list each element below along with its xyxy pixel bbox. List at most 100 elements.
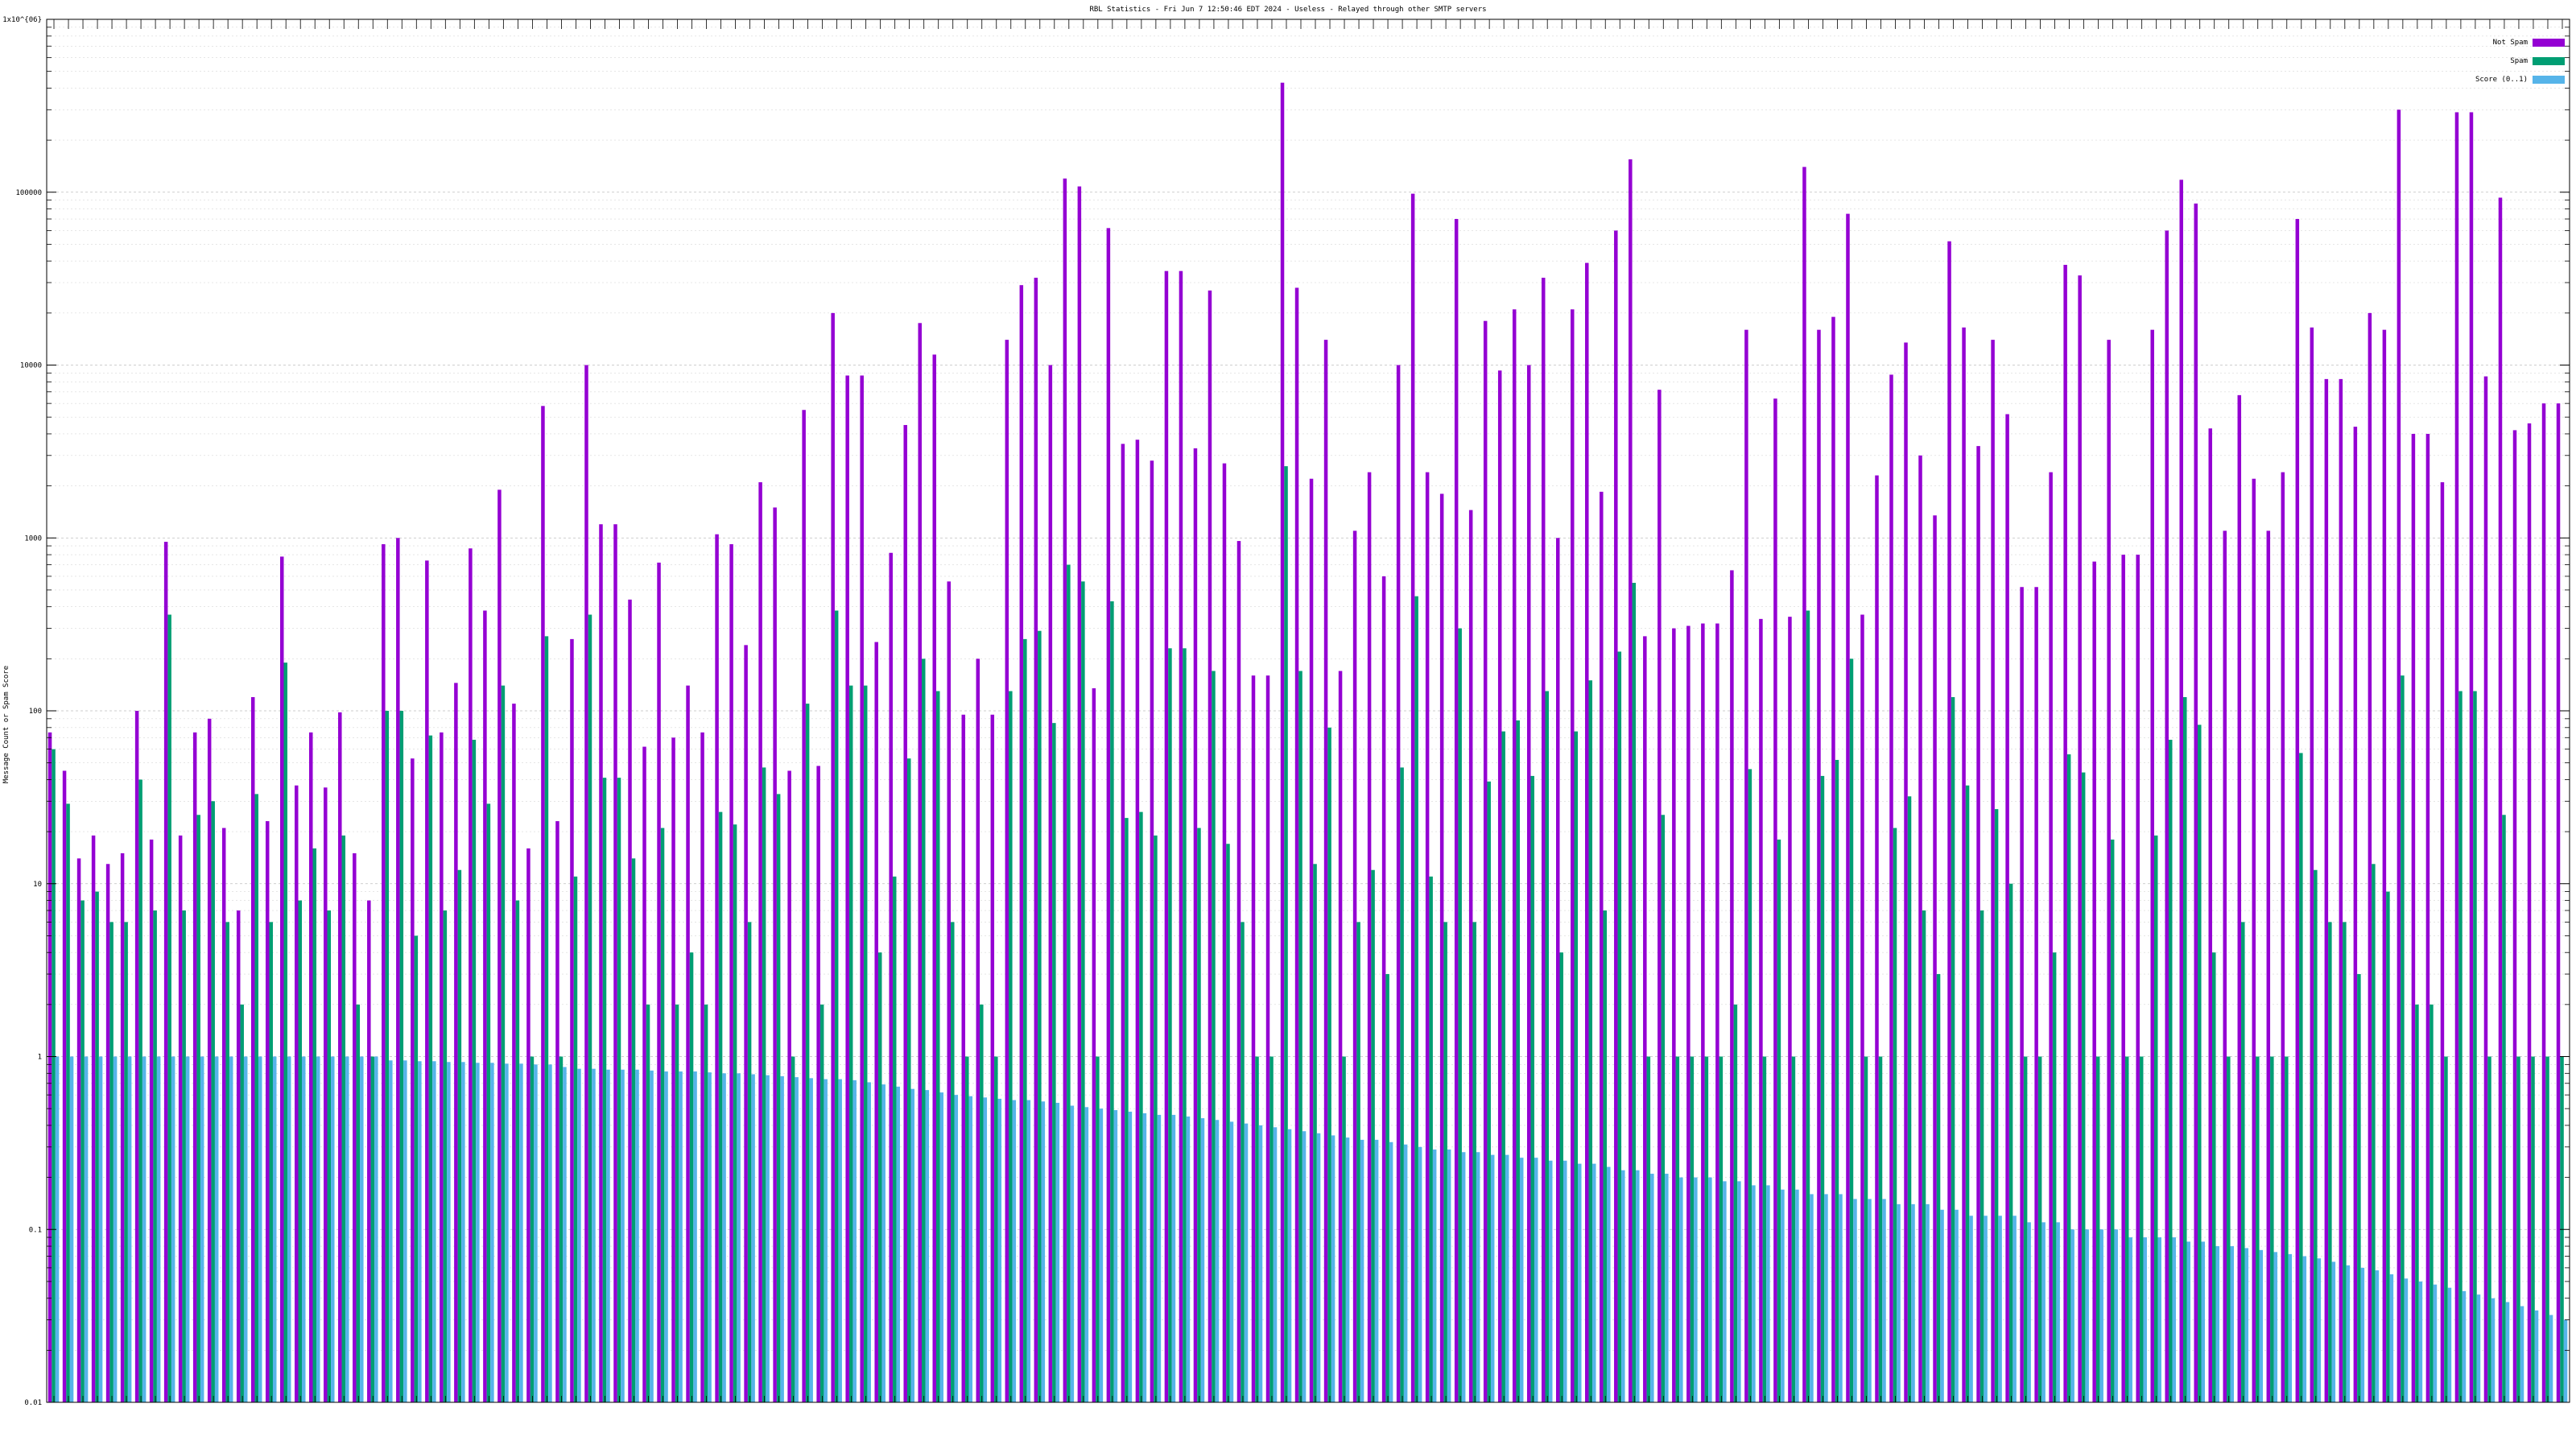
not-spam-bar xyxy=(309,732,313,1402)
not-spam-bar xyxy=(1439,493,1444,1403)
spam-bar xyxy=(559,1056,564,1402)
not-spam-bar xyxy=(294,785,299,1402)
not-spam-bar xyxy=(2440,482,2445,1402)
spam-bar xyxy=(1241,922,1245,1402)
spam-bar xyxy=(1574,731,1579,1402)
spam-bar xyxy=(2502,815,2506,1402)
score-bar xyxy=(693,1071,697,1402)
score-bar xyxy=(983,1097,988,1402)
score-bar xyxy=(2549,1315,2553,1402)
score-bar xyxy=(2331,1261,2336,1402)
score-bar xyxy=(316,1056,320,1402)
score-bar xyxy=(374,1056,378,1402)
score-bar xyxy=(1548,1160,1553,1402)
score-bar xyxy=(1490,1154,1495,1402)
score-bar xyxy=(1026,1100,1031,1402)
not-spam-bar xyxy=(1600,491,1604,1402)
spam-bar xyxy=(2429,1004,2434,1402)
not-spam-bar xyxy=(76,858,81,1402)
score-bar xyxy=(84,1056,89,1402)
not-spam-bar xyxy=(1265,675,1270,1402)
spam-bar xyxy=(2473,691,2477,1402)
score-bar xyxy=(2027,1222,2031,1402)
spam-bar xyxy=(2182,696,2187,1402)
score-bar xyxy=(708,1072,712,1402)
not-spam-bar xyxy=(2092,561,2096,1402)
spam-bar xyxy=(341,835,346,1402)
score-bar xyxy=(548,1064,552,1402)
not-spam-bar xyxy=(265,821,270,1402)
score-bar xyxy=(2418,1281,2423,1402)
spam-bar xyxy=(805,704,810,1402)
not-spam-bar xyxy=(874,642,878,1402)
not-spam-bar xyxy=(1063,178,1067,1402)
spam-bar xyxy=(515,900,520,1402)
not-spam-bar xyxy=(584,365,588,1402)
score-bar xyxy=(606,1069,610,1402)
spam-bar xyxy=(747,922,752,1402)
score-bar xyxy=(476,1063,480,1402)
score-bar xyxy=(1679,1177,1683,1402)
spam-bar xyxy=(863,685,868,1402)
not-spam-bar xyxy=(1730,570,1734,1402)
not-spam-bar xyxy=(2469,112,2474,1402)
not-spam-bar xyxy=(178,835,183,1402)
not-spam-bar xyxy=(1686,625,1690,1402)
spam-bar xyxy=(1183,648,1187,1402)
spam-bar xyxy=(1835,759,1839,1402)
score-bar xyxy=(1099,1108,1104,1402)
score-bar xyxy=(867,1082,871,1402)
not-spam-bar xyxy=(1309,478,1314,1402)
spam-bar xyxy=(791,1056,795,1402)
spam-bar xyxy=(1864,1056,1868,1402)
not-spam-bar xyxy=(628,599,632,1402)
chart-title: RBL Statistics - Fri Jun 7 12:50:46 EDT … xyxy=(1089,6,1486,14)
not-spam-bar xyxy=(1208,290,1212,1402)
not-spam-bar xyxy=(62,770,67,1402)
spam-bar xyxy=(2401,675,2405,1402)
not-spam-bar xyxy=(250,696,255,1402)
spam-bar xyxy=(2256,1056,2260,1402)
score-bar xyxy=(1229,1121,1234,1402)
score-bar xyxy=(2157,1237,2161,1402)
not-spam-bar xyxy=(2121,555,2125,1402)
spam-bar xyxy=(733,824,737,1402)
spam-bar xyxy=(1052,723,1056,1402)
spam-bar xyxy=(1646,1056,1651,1402)
score-bar xyxy=(418,1061,422,1402)
spam-bar xyxy=(124,922,128,1402)
spam-bar xyxy=(2516,1056,2520,1402)
spam-bar xyxy=(2066,754,2071,1402)
score-bar xyxy=(1752,1185,1756,1402)
spam-bar xyxy=(1603,910,1608,1402)
not-spam-bar xyxy=(1614,230,1618,1402)
spam-bar xyxy=(1168,648,1172,1402)
spam-bar xyxy=(327,910,332,1402)
not-spam-bar xyxy=(976,658,980,1402)
score-bar xyxy=(1984,1216,1988,1402)
score-bar xyxy=(113,1056,118,1402)
spam-bar xyxy=(936,691,940,1402)
spam-bar xyxy=(2124,1056,2129,1402)
score-bar xyxy=(1534,1158,1538,1402)
score-bar xyxy=(1969,1216,1973,1402)
not-spam-bar xyxy=(1817,329,1821,1402)
not-spam-bar xyxy=(1918,455,1922,1402)
spam-bar xyxy=(892,876,897,1402)
not-spam-bar xyxy=(47,732,52,1402)
not-spam-bar xyxy=(2411,433,2416,1402)
not-spam-bar xyxy=(236,910,241,1402)
not-spam-bar xyxy=(1715,623,1719,1402)
spam-bar xyxy=(1371,869,1375,1402)
not-spam-bar xyxy=(1280,82,1285,1402)
score-bar xyxy=(127,1056,132,1402)
not-spam-bar xyxy=(918,323,922,1402)
score-bar xyxy=(1331,1135,1335,1402)
y-tick-label: 100 xyxy=(29,708,42,716)
spam-bar xyxy=(2343,922,2347,1402)
spam-bar xyxy=(1559,952,1564,1402)
score-bar xyxy=(809,1078,813,1402)
y-tick-label: 1 xyxy=(38,1054,42,1062)
score-bar xyxy=(1868,1199,1872,1402)
score-bar xyxy=(881,1084,886,1402)
